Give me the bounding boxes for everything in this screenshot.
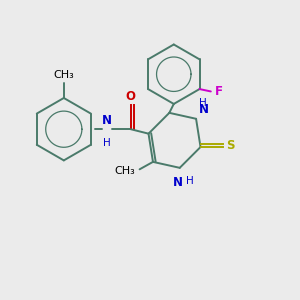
Text: S: S: [226, 139, 235, 152]
Text: H: H: [199, 98, 207, 108]
Text: H: H: [103, 137, 111, 148]
Text: F: F: [215, 85, 223, 98]
Text: N: N: [102, 114, 112, 127]
Text: O: O: [126, 90, 136, 103]
Text: H: H: [186, 176, 194, 186]
Text: N: N: [199, 103, 209, 116]
Text: N: N: [173, 176, 183, 189]
Text: CH₃: CH₃: [53, 70, 74, 80]
Text: CH₃: CH₃: [114, 166, 135, 176]
